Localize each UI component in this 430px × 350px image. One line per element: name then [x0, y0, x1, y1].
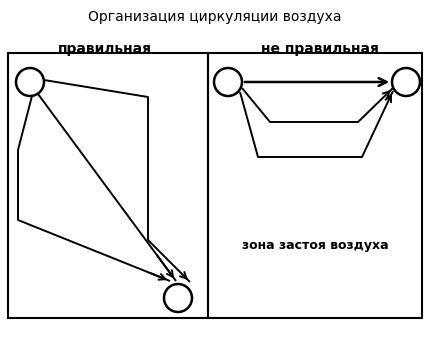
Text: правильная: правильная: [58, 42, 152, 56]
Text: не правильная: не правильная: [261, 42, 379, 56]
Text: Организация циркуляции воздуха: Организация циркуляции воздуха: [88, 10, 342, 24]
Text: зона застоя воздуха: зона застоя воздуха: [242, 238, 388, 252]
Bar: [208, 53, 422, 318]
Bar: [8, 53, 208, 318]
